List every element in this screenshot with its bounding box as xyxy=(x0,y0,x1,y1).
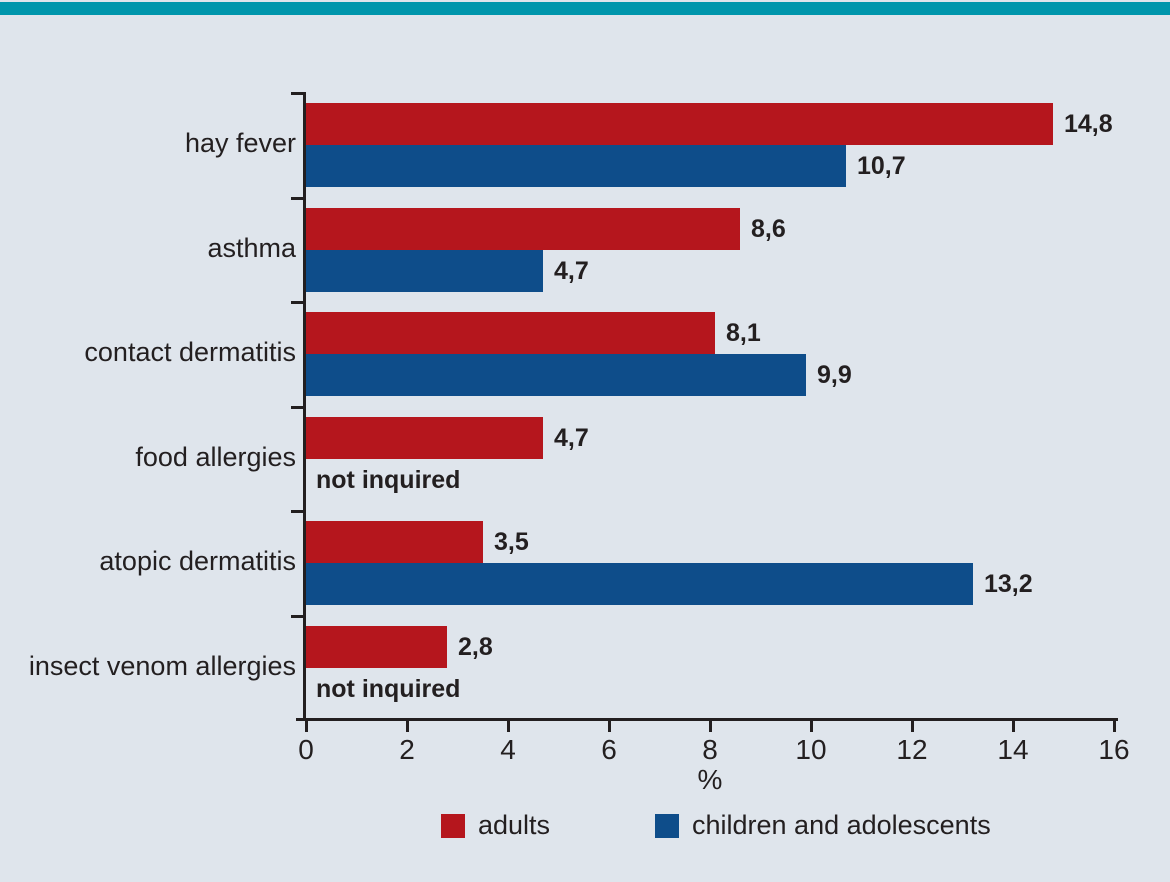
value-tick-8 xyxy=(709,721,712,732)
value-tick-16 xyxy=(1113,721,1116,732)
bar-adults-insect-venom-allergies xyxy=(306,626,447,668)
value-label-children-contact-dermatitis: 9,9 xyxy=(817,361,852,389)
bar-adults-atopic-dermatitis xyxy=(306,521,483,563)
bar-children-contact-dermatitis xyxy=(306,354,806,396)
not-inquired-label-insect-venom-allergies: not inquired xyxy=(316,675,461,703)
category-tick-atopic-dermatitis xyxy=(291,510,306,513)
value-label-adults-asthma: 8,6 xyxy=(751,215,786,243)
bar-adults-hay-fever xyxy=(306,103,1053,145)
legend-item-children: children and adolescents xyxy=(655,810,991,841)
category-label-contact-dermatitis: contact dermatitis xyxy=(84,337,296,367)
bar-adults-food-allergies xyxy=(306,417,543,459)
value-label-children-hay-fever: 10,7 xyxy=(857,152,906,180)
category-tick-asthma xyxy=(291,197,306,200)
legend-swatch-children xyxy=(655,813,679,838)
category-label-asthma: asthma xyxy=(207,233,296,263)
value-label-adults-atopic-dermatitis: 3,5 xyxy=(494,528,529,556)
category-tick-food-allergies xyxy=(291,406,306,409)
x-axis-line xyxy=(296,718,1118,721)
value-label-children-asthma: 4,7 xyxy=(554,257,589,285)
value-tick-10 xyxy=(810,721,813,732)
category-tick-hay-fever xyxy=(291,92,306,95)
value-label-adults-contact-dermatitis: 8,1 xyxy=(726,319,761,347)
value-label-adults-insect-venom-allergies: 2,8 xyxy=(458,633,493,661)
category-tick-contact-dermatitis xyxy=(291,301,306,304)
bar-adults-asthma xyxy=(306,208,740,250)
value-tick-0 xyxy=(305,721,308,732)
category-tick-insect-venom-allergies xyxy=(291,615,306,618)
category-label-insect-venom-allergies: insect venom allergies xyxy=(28,651,296,681)
not-inquired-label-food-allergies: not inquired xyxy=(316,466,461,494)
tick-label-12: 12 xyxy=(896,734,928,765)
bar-children-asthma xyxy=(306,250,543,292)
value-tick-4 xyxy=(507,721,510,732)
value-label-adults-hay-fever: 14,8 xyxy=(1064,110,1113,138)
top-accent-bar xyxy=(0,2,1170,15)
value-tick-6 xyxy=(608,721,611,732)
value-tick-14 xyxy=(1012,721,1015,732)
bar-children-atopic-dermatitis xyxy=(306,563,973,605)
bar-children-hay-fever xyxy=(306,145,846,187)
value-tick-2 xyxy=(406,721,409,732)
tick-label-4: 4 xyxy=(500,734,516,765)
bar-adults-contact-dermatitis xyxy=(306,312,715,354)
tick-label-16: 16 xyxy=(1098,734,1130,765)
tick-label-0: 0 xyxy=(298,734,314,765)
category-label-hay-fever: hay fever xyxy=(184,128,296,158)
x-axis-unit-label: % xyxy=(697,764,723,795)
tick-label-2: 2 xyxy=(399,734,415,765)
tick-label-8: 8 xyxy=(702,734,718,765)
value-label-children-atopic-dermatitis: 13,2 xyxy=(984,570,1033,598)
value-tick-12 xyxy=(911,721,914,732)
legend-swatch-adults xyxy=(441,813,465,838)
legend-label-adults: adults xyxy=(478,810,551,840)
tick-label-14: 14 xyxy=(997,734,1029,765)
tick-label-10: 10 xyxy=(795,734,827,765)
value-label-adults-food-allergies: 4,7 xyxy=(554,424,589,452)
tick-label-6: 6 xyxy=(601,734,617,765)
legend-label-children: children and adolescents xyxy=(692,810,991,840)
category-label-food-allergies: food allergies xyxy=(135,442,296,472)
legend-item-adults: adults xyxy=(441,810,550,841)
category-label-atopic-dermatitis: atopic dermatitis xyxy=(99,546,296,576)
